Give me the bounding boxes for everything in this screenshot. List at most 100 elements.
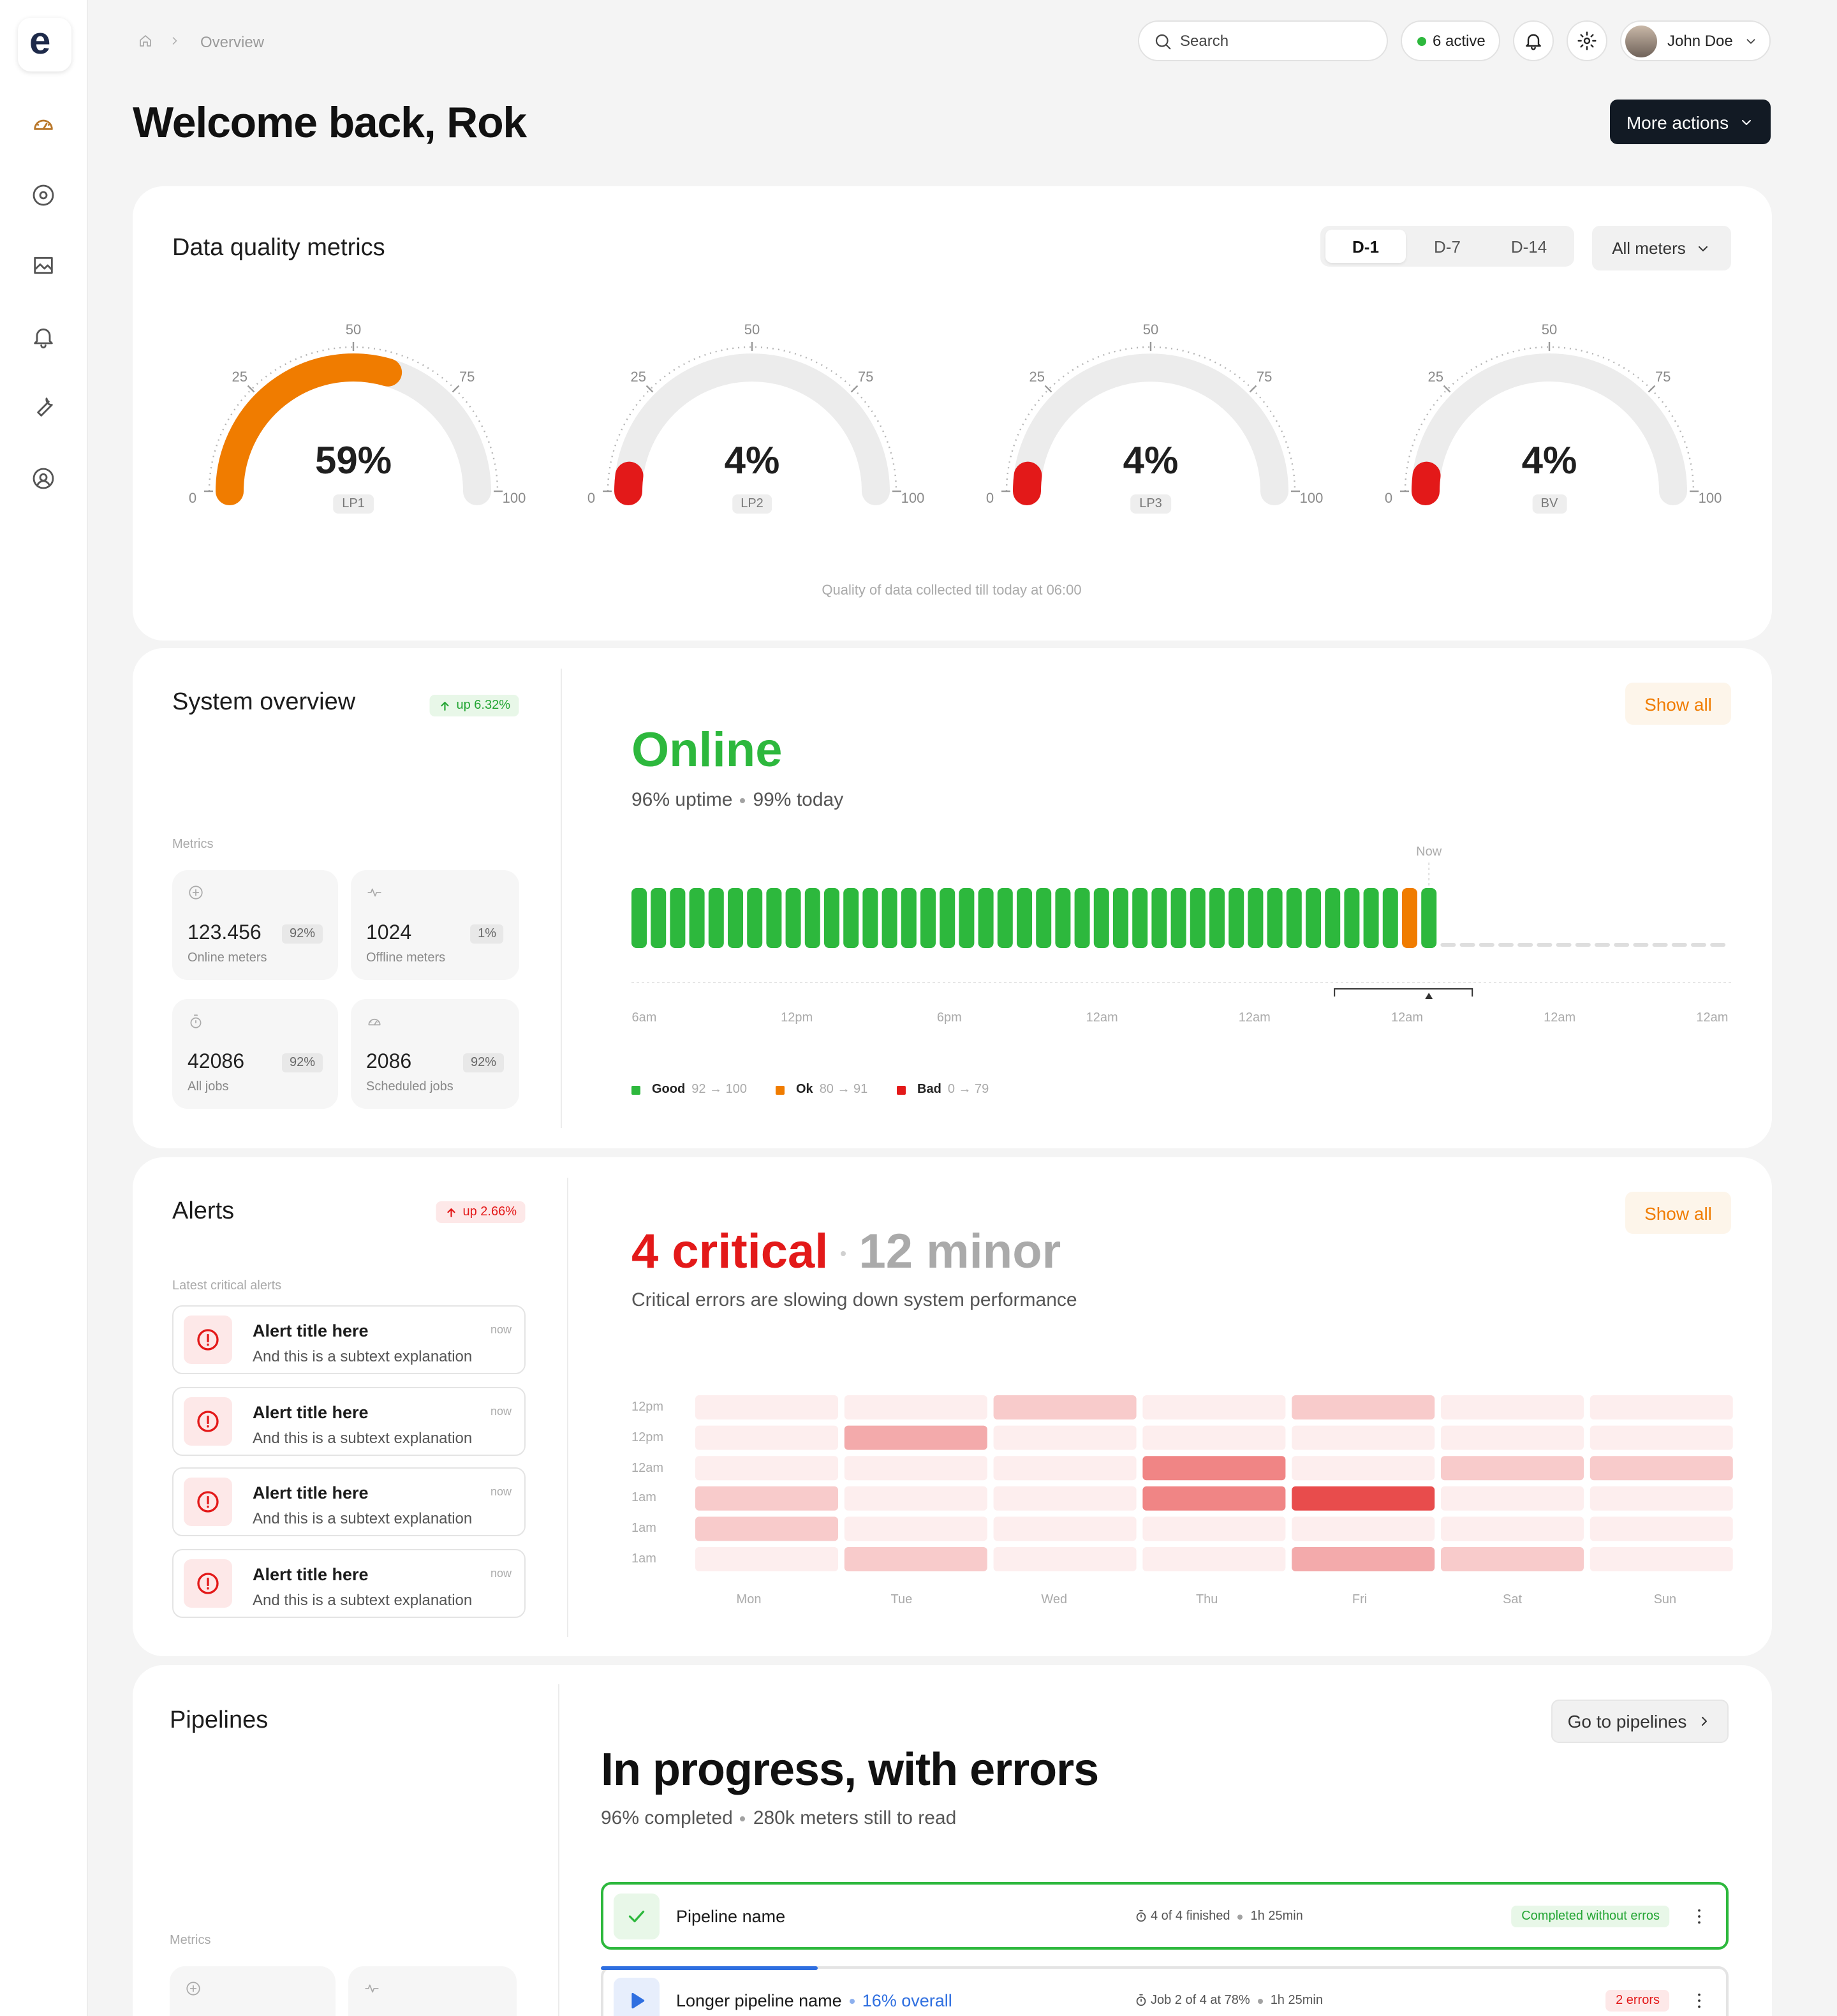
legend-item: Good 92 → 100 [652, 1083, 747, 1097]
heatmap-cell [1590, 1395, 1733, 1419]
tab[interactable]: D-1 [1325, 230, 1406, 263]
search-icon-shape [1155, 33, 1170, 49]
gauge-value [1013, 461, 1042, 505]
heatmap-cell [844, 1425, 987, 1450]
metric-card[interactable]: 2086 92% Scheduled jobs [351, 999, 519, 1109]
legend-name: Good [652, 1083, 686, 1097]
gauge-category: BV [1531, 494, 1567, 514]
gauge-tick-label: 50 [1541, 323, 1558, 338]
gauge-value-label: 59% [314, 440, 392, 482]
status-bar [843, 888, 859, 948]
alert-item[interactable]: Alert title here And this is a subtext ex… [172, 1467, 526, 1537]
gauge-value [614, 461, 644, 505]
x-tick-label: Tue [890, 1593, 913, 1607]
sidebar [0, 0, 88, 2016]
gauge-tick [850, 385, 859, 393]
notifications-button[interactable] [1513, 20, 1554, 61]
metric-icon-shape [367, 1018, 380, 1025]
home-icon-shape [140, 35, 151, 47]
heatmap-cell [993, 1425, 1137, 1450]
meters-filter-label: All meters [1612, 239, 1686, 258]
show-all-button[interactable]: Show all [1625, 683, 1731, 725]
user-chevron-shape [1746, 38, 1755, 43]
alert-icon-box [184, 1478, 232, 1527]
more-actions-button[interactable]: More actions [1610, 100, 1771, 144]
breadcrumb-chevron [172, 37, 177, 45]
status-bar [708, 888, 724, 948]
timer-icon-shape [1135, 1993, 1146, 2006]
chevron-shape [1702, 1717, 1708, 1726]
status-bar [920, 888, 936, 948]
gauge-value [1411, 461, 1441, 505]
tab[interactable]: D-7 [1407, 230, 1487, 263]
alert-icon-shape [197, 1410, 219, 1432]
status-bar [882, 888, 897, 948]
alert-item[interactable]: Alert title here And this is a subtext ex… [172, 1305, 526, 1374]
go-to-pipelines-button[interactable]: Go to pipelines [1551, 1700, 1729, 1743]
show-all-button[interactable]: Show all [1625, 1192, 1731, 1234]
pipeline-name: Longer pipeline name [676, 1991, 842, 2010]
status-bar [1074, 888, 1090, 948]
page-title: Welcome back, Rok [133, 99, 527, 147]
nav-icon-shape [37, 398, 53, 417]
home-icon [140, 35, 151, 47]
card-title: Data quality metrics [172, 235, 385, 262]
chevron-shape [1699, 246, 1708, 251]
legend-range: 80 → 91 [819, 1083, 868, 1097]
pipeline-title: Longer pipeline name 16% overall [676, 1991, 952, 2010]
metric-card[interactable] [170, 1966, 336, 2016]
pipeline-icon-box [614, 1894, 660, 1939]
gauge-tick-label: 25 [630, 369, 647, 385]
status-bar-empty [1595, 943, 1610, 947]
alert-title: Alert title here [253, 1565, 369, 1585]
badge-arrow [447, 1208, 455, 1217]
status-bar [1036, 888, 1052, 948]
status-bar [1132, 888, 1148, 948]
user-menu[interactable]: John Doe [1620, 20, 1771, 61]
status-bar [997, 888, 1013, 948]
status-bar [1382, 888, 1398, 948]
metric-label: Scheduled jobs [366, 1080, 454, 1094]
meters-filter[interactable]: All meters [1592, 226, 1731, 271]
pipeline-row[interactable]: Pipeline name 4 of 4 finished 1h 25min Comp… [601, 1882, 1729, 1950]
search-box[interactable]: Search [1138, 20, 1388, 61]
alert-icon-shape [197, 1573, 219, 1594]
status-bar-empty [1575, 943, 1591, 947]
gauge-tick [247, 385, 255, 393]
gauge-tick-label: 25 [1029, 369, 1045, 385]
alerts-summary: Critical errors are slowing down system … [631, 1289, 1077, 1311]
pipeline-icon [628, 1910, 645, 1923]
metric-card[interactable]: 1024 1% Offline meters [351, 870, 519, 980]
metric-icon [367, 887, 381, 896]
badge-text: up 6.32% [456, 699, 510, 713]
alert-item[interactable]: Alert title here And this is a subtext ex… [172, 1549, 526, 1619]
gauge-tick-label: 0 [1384, 491, 1393, 507]
heatmap-cell [1590, 1516, 1733, 1541]
metric-card[interactable]: 123.456 92% Online meters [172, 870, 338, 980]
chevron [1742, 119, 1752, 124]
alert-item[interactable]: Alert title here And this is a subtext ex… [172, 1386, 526, 1456]
gauge-tick [1249, 385, 1257, 393]
alert-title: Alert title here [253, 1483, 369, 1503]
metric-card[interactable]: 42086 92% All jobs [172, 999, 338, 1109]
tab[interactable]: D-14 [1489, 230, 1569, 263]
pipeline-row[interactable]: Longer pipeline name 16% overall Job 2 of … [601, 1966, 1729, 2016]
kebab-icon [1698, 1909, 1701, 1924]
metric-value: 2086 [366, 1051, 412, 1073]
gauge-value [216, 353, 402, 505]
nav-icon [33, 468, 54, 489]
active-pill[interactable]: 6 active [1401, 20, 1500, 61]
settings-button[interactable] [1567, 20, 1607, 61]
heatmap-cell [1590, 1547, 1733, 1571]
breadcrumb-chevron-shape [172, 37, 177, 45]
metric-card[interactable] [348, 1966, 517, 2016]
tab-label: D-7 [1434, 237, 1461, 256]
alert-time: now [490, 1323, 512, 1336]
status-bar-empty [1614, 943, 1630, 947]
status-bar [940, 888, 955, 948]
tab-label: D-14 [1510, 237, 1547, 256]
status-bar [1209, 888, 1225, 948]
status-bar [1093, 888, 1109, 948]
x-tick-label: 12pm [781, 1011, 813, 1025]
y-tick-label: 1am [631, 1552, 656, 1566]
